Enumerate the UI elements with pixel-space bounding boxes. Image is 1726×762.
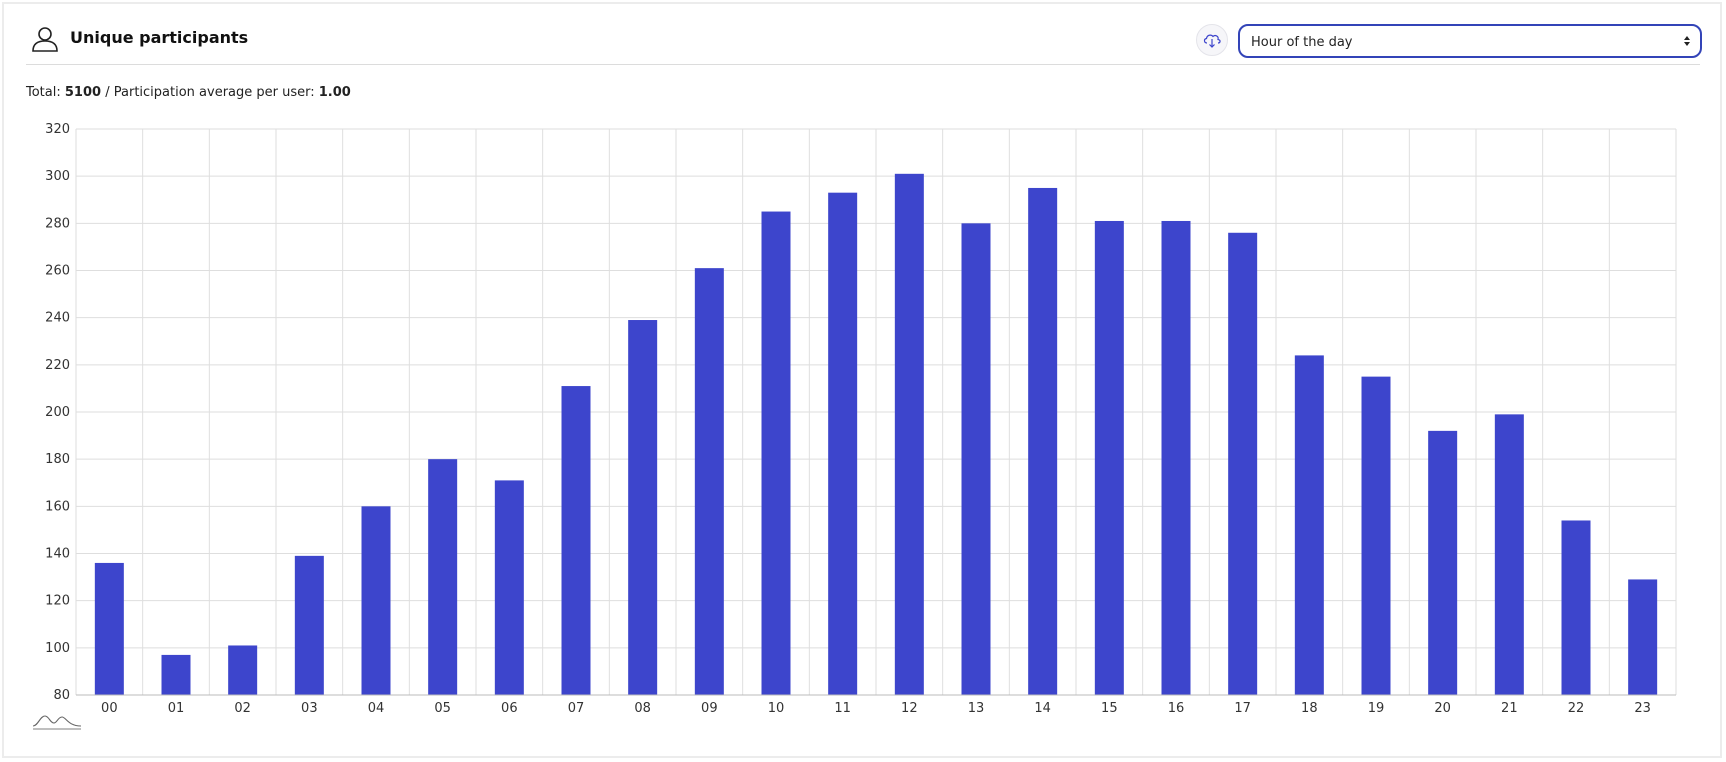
y-tick-label: 200	[45, 405, 70, 420]
bar	[428, 459, 458, 695]
total-label: Total:	[26, 85, 61, 100]
total-value: 5100	[64, 85, 102, 100]
bar	[761, 211, 791, 695]
user-icon	[32, 27, 58, 52]
x-tick-label: 10	[768, 701, 785, 712]
period-select[interactable]: Hour of the day	[1238, 24, 1702, 58]
download-button[interactable]	[1196, 24, 1228, 56]
x-tick-label: 09	[701, 701, 718, 712]
bar	[1361, 376, 1391, 695]
y-tick-label: 280	[45, 216, 70, 231]
y-tick-label: 260	[45, 264, 70, 279]
bar	[161, 654, 191, 695]
average-value: 1.00	[318, 85, 351, 100]
y-tick-label: 180	[45, 452, 70, 467]
x-tick-label: 18	[1301, 701, 1318, 712]
x-tick-label: 04	[368, 701, 385, 712]
bar	[1628, 579, 1658, 695]
x-tick-label: 01	[168, 701, 185, 712]
x-tick-label: 23	[1634, 701, 1651, 712]
bar	[1428, 430, 1458, 695]
x-tick-label: 21	[1501, 701, 1518, 712]
bar	[894, 173, 924, 695]
bar	[94, 562, 124, 695]
x-tick-label: 16	[1168, 701, 1185, 712]
x-tick-label: 15	[1101, 701, 1118, 712]
bar	[961, 223, 991, 696]
y-tick-label: 120	[45, 594, 70, 609]
x-tick-label: 19	[1368, 701, 1385, 712]
y-tick-label: 320	[45, 122, 70, 137]
y-tick-label: 100	[45, 641, 70, 656]
y-tick-label: 300	[45, 169, 70, 184]
select-arrows-icon	[1684, 36, 1690, 46]
bar	[628, 320, 658, 695]
card-header: Unique participants Hour of the day	[26, 20, 1702, 65]
summary-separator: /	[105, 85, 110, 100]
x-tick-label: 05	[434, 701, 451, 712]
x-tick-label: 06	[501, 701, 518, 712]
bar	[1494, 414, 1524, 695]
bar	[694, 268, 724, 695]
x-tick-label: 07	[568, 701, 585, 712]
y-tick-label: 140	[45, 547, 70, 562]
x-tick-label: 17	[1234, 701, 1251, 712]
bar	[494, 480, 524, 695]
y-tick-label: 80	[53, 688, 70, 703]
bar-chart: 8010012014016018020022024026028030032000…	[45, 122, 1677, 712]
y-tick-label: 160	[45, 499, 70, 514]
bar	[1561, 520, 1591, 695]
bar	[561, 386, 591, 695]
bar	[1228, 232, 1258, 695]
page-title: Unique participants	[70, 28, 249, 47]
bar	[294, 555, 324, 695]
y-tick-label: 220	[45, 358, 70, 373]
zoom-range-icon[interactable]	[32, 712, 82, 730]
bar	[1161, 220, 1191, 695]
x-tick-label: 13	[968, 701, 985, 712]
bar	[1294, 355, 1324, 695]
bar	[828, 192, 858, 696]
bar	[228, 645, 258, 695]
bar	[361, 506, 391, 695]
x-tick-label: 02	[234, 701, 251, 712]
x-tick-label: 20	[1434, 701, 1451, 712]
y-tick-label: 240	[45, 311, 70, 326]
cloud-download-icon	[1203, 34, 1221, 48]
x-tick-label: 14	[1034, 701, 1051, 712]
x-tick-label: 22	[1568, 701, 1585, 712]
bar	[1094, 220, 1124, 695]
x-tick-label: 03	[301, 701, 318, 712]
x-tick-label: 12	[901, 701, 918, 712]
average-label: Participation average per user:	[113, 85, 315, 100]
period-select-value: Hour of the day	[1251, 35, 1353, 50]
x-tick-label: 00	[101, 701, 118, 712]
x-tick-label: 11	[834, 701, 851, 712]
summary-line: Total: 5100 / Participation average per …	[26, 85, 351, 100]
bar	[1028, 187, 1058, 696]
x-tick-label: 08	[634, 701, 651, 712]
